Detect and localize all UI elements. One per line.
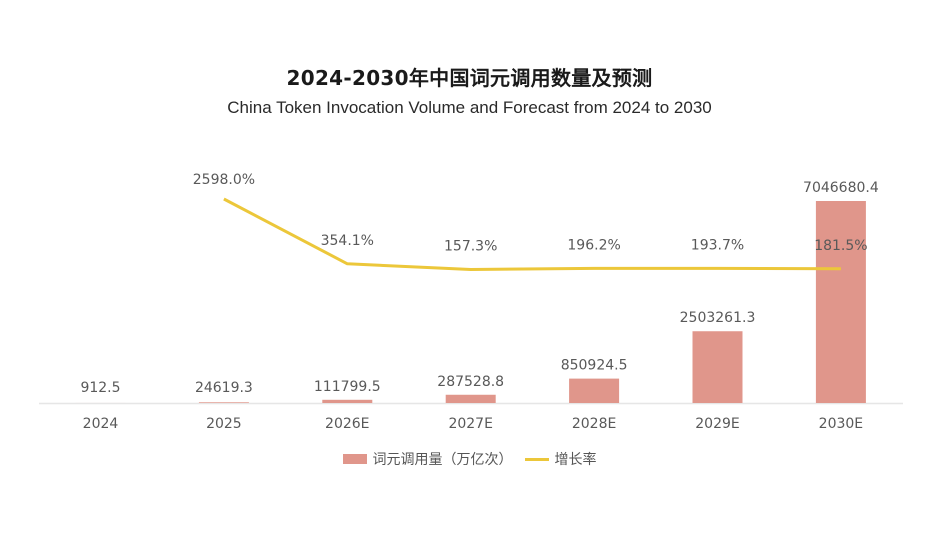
growth-rate-line[interactable] — [223, 197, 841, 271]
legend-item-volume[interactable]: 词元调用量（万亿次） — [342, 449, 513, 469]
x-tick-label: 2025 — [206, 416, 242, 432]
bar-value-label: 7046680.4 — [803, 180, 879, 196]
legend-item-growth[interactable]: 增长率 — [524, 449, 597, 469]
bar-value-label: 24619.3 — [195, 380, 253, 396]
bar-2025[interactable] — [198, 402, 249, 403]
bar-2028E[interactable] — [569, 378, 620, 403]
legend-line-swatch — [524, 457, 549, 461]
legend-bar-swatch — [342, 454, 367, 464]
line-value-label: 354.1% — [321, 233, 374, 249]
bar-2026E[interactable] — [322, 399, 373, 403]
bar-value-label: 850924.5 — [561, 358, 628, 374]
line-value-label: 196.2% — [567, 237, 620, 253]
legend-line-label: 增长率 — [554, 452, 597, 468]
x-tick-label: 2026E — [325, 416, 369, 432]
legend: 词元调用量（万亿次） 增长率 — [0, 449, 939, 469]
chart-title: 2024-2030年中国词元调用数量及预测 — [286, 66, 653, 90]
x-tick-label: 2028E — [572, 416, 616, 432]
bar-2029E[interactable] — [692, 331, 743, 403]
bar-2027E[interactable] — [445, 394, 496, 403]
x-tick-label: 2030E — [819, 416, 863, 432]
bar-value-label: 912.5 — [80, 380, 120, 396]
legend-bar-label: 词元调用量（万亿次） — [372, 452, 513, 468]
x-tick-label: 2029E — [695, 416, 739, 432]
x-tick-label: 2024 — [83, 416, 119, 432]
line-value-label: 2598.0% — [193, 172, 255, 188]
line-value-label: 193.7% — [691, 237, 744, 253]
bar-value-label: 111799.5 — [314, 379, 381, 395]
x-tick-label: 2027E — [448, 416, 492, 432]
bar-2030E[interactable] — [815, 201, 866, 403]
line-value-label: 157.3% — [444, 238, 497, 254]
bar-value-label: 287528.8 — [437, 374, 504, 390]
line-value-label: 181.5% — [814, 238, 867, 254]
bar-value-label: 2503261.3 — [680, 310, 756, 326]
chart-subtitle: China Token Invocation Volume and Foreca… — [227, 98, 712, 117]
